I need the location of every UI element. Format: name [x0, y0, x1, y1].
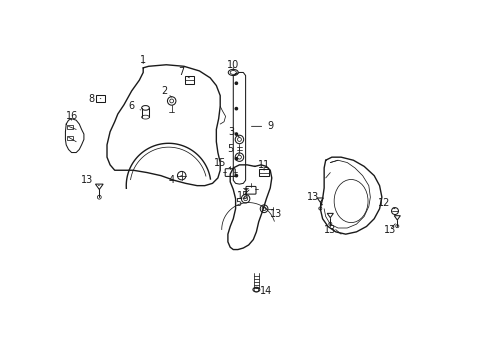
Text: 13: 13: [266, 209, 282, 219]
Text: 2: 2: [161, 86, 171, 97]
Text: 6: 6: [128, 101, 141, 111]
Bar: [259, 169, 268, 176]
Text: 5: 5: [234, 195, 245, 208]
Text: 11: 11: [258, 160, 270, 170]
Text: 8: 8: [88, 94, 101, 104]
Bar: [67, 125, 73, 130]
Text: 13: 13: [383, 224, 395, 235]
Text: 13: 13: [306, 192, 322, 205]
Circle shape: [235, 133, 237, 135]
Text: 9: 9: [251, 121, 273, 131]
Circle shape: [235, 158, 237, 160]
Text: 15: 15: [214, 158, 230, 168]
Circle shape: [235, 175, 237, 177]
Bar: [96, 95, 105, 102]
Text: 4: 4: [168, 175, 182, 185]
Text: 1: 1: [140, 55, 146, 65]
Circle shape: [235, 108, 237, 110]
Bar: [184, 76, 194, 84]
Text: 15: 15: [237, 190, 249, 201]
Text: 12: 12: [377, 198, 394, 209]
Text: 16: 16: [65, 111, 78, 121]
Text: 13: 13: [324, 225, 336, 235]
Text: 5: 5: [226, 144, 239, 155]
Text: 14: 14: [256, 286, 272, 296]
Bar: [67, 136, 73, 140]
Text: 7: 7: [178, 67, 189, 78]
Text: 10: 10: [227, 60, 239, 70]
Circle shape: [235, 82, 237, 84]
Text: 13: 13: [81, 175, 99, 186]
Text: 3: 3: [228, 127, 239, 137]
